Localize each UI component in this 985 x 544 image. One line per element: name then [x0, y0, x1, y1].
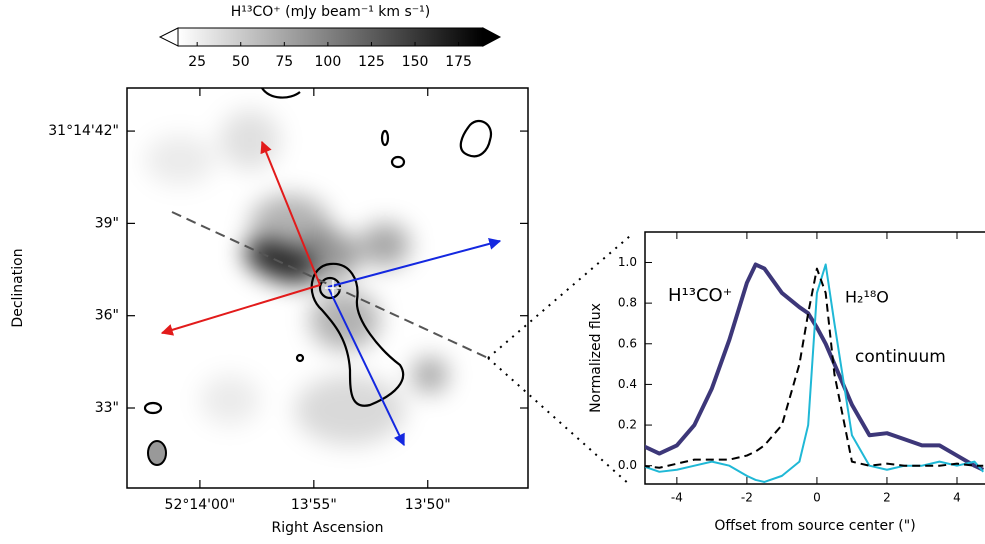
colorbar-extend: [482, 27, 502, 47]
y-tick-label: 33": [95, 400, 119, 416]
colorbar-tick-label: 175: [445, 54, 472, 70]
colorbar-tick-label: 150: [402, 54, 429, 70]
x-tick-label: 52°14'00": [165, 497, 236, 513]
x-axis-label: Right Ascension: [272, 520, 384, 536]
plot-frame: [644, 231, 985, 485]
y-tick-label: 0.6: [618, 336, 637, 350]
y-tick-label: 0.8: [618, 296, 637, 310]
colorbar-tick-label: 125: [358, 54, 385, 70]
series-line: [645, 263, 985, 483]
x-tick-label: 2: [883, 491, 891, 505]
series-line: [645, 267, 984, 469]
plot-lines: [645, 262, 985, 483]
series-line: [645, 262, 985, 472]
map-frame: [126, 87, 529, 489]
x-tick-label: 13'50": [405, 497, 451, 513]
map-image: [143, 88, 502, 466]
x-axis-label: Offset from source center ("): [714, 518, 915, 534]
x-tick-label: 4: [953, 491, 961, 505]
colorbar-extend: [158, 27, 179, 47]
colorbar-tick-label: 25: [188, 54, 206, 70]
x-tick-label: 13'55": [291, 497, 337, 513]
series-label: H₂¹⁸O: [845, 288, 889, 307]
colorbar-tick-label: 50: [232, 54, 250, 70]
y-tick-label: 31°14'42": [48, 123, 119, 139]
y-tick-label: 36": [95, 308, 119, 324]
series-label: continuum: [855, 347, 946, 367]
y-tick-label: 0.4: [618, 377, 637, 391]
zoom-lines: [487, 235, 631, 486]
y-axis-label: Normalized flux: [588, 303, 604, 413]
colorbar-label: H¹³CO⁺ (mJy beam⁻¹ km s⁻¹): [231, 4, 430, 20]
y-tick-label: 1.0: [618, 255, 637, 269]
x-tick-label: 0: [813, 491, 821, 505]
y-tick-label: 0.0: [618, 458, 637, 472]
y-tick-label: 39": [95, 215, 119, 231]
x-tick-label: -2: [741, 491, 753, 505]
x-tick-label: -4: [671, 491, 683, 505]
colorbar-tick-label: 75: [275, 54, 293, 70]
colorbar-tick-label: 100: [315, 54, 342, 70]
colorbar: [177, 27, 484, 47]
y-tick-label: 0.2: [618, 418, 637, 432]
series-label: H¹³CO⁺: [668, 285, 732, 306]
y-axis-label: Declination: [10, 248, 26, 327]
